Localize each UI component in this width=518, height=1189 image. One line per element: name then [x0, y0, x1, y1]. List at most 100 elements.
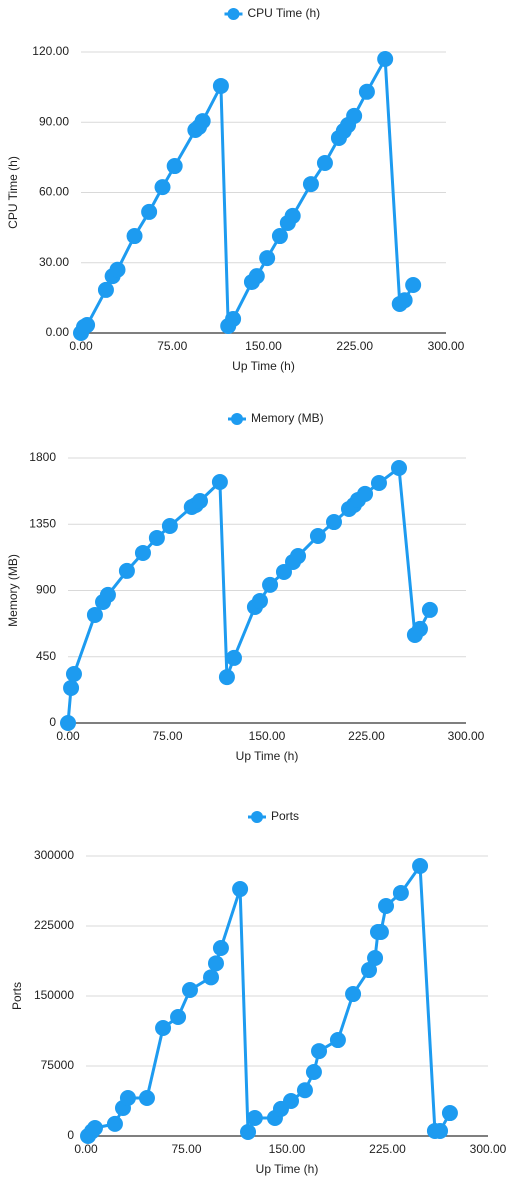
data-point: [240, 1123, 257, 1140]
data-point: [411, 620, 428, 637]
data-point: [106, 1115, 123, 1132]
data-point: [284, 207, 301, 224]
data-point: [345, 986, 362, 1003]
data-point: [141, 203, 158, 220]
data-point: [311, 1043, 328, 1060]
y-tick-label: 450: [36, 649, 56, 663]
data-point: [192, 492, 209, 509]
x-tick-label: 75.00: [171, 1142, 201, 1156]
y-tick-label: 0: [49, 715, 56, 729]
y-tick-label: 1350: [29, 516, 56, 530]
data-point: [357, 485, 374, 502]
y-tick-label: 150000: [34, 988, 74, 1002]
x-tick-label: 300.00: [448, 729, 485, 743]
data-point: [181, 982, 198, 999]
y-tick-label: 300000: [34, 848, 74, 862]
legend-marker: [231, 413, 243, 425]
x-tick-label: 300.00: [428, 339, 465, 353]
data-point: [346, 107, 363, 124]
data-point: [155, 1020, 172, 1037]
x-tick-label: 150.00: [269, 1142, 306, 1156]
data-point: [251, 592, 268, 609]
y-axis-title: Memory (MB): [6, 554, 20, 627]
legend-marker: [227, 8, 240, 20]
data-point: [170, 1009, 187, 1025]
data-point: [296, 1082, 313, 1099]
data-point: [211, 473, 228, 490]
data-point: [432, 1122, 449, 1139]
data-point: [378, 898, 395, 915]
series-line: [66, 466, 432, 724]
data-point: [421, 601, 438, 618]
data-point: [154, 179, 171, 196]
data-point: [119, 1090, 136, 1107]
data-point: [60, 715, 76, 731]
x-axis-title: Up Time (h): [236, 749, 299, 763]
data-point: [262, 576, 279, 593]
data-point: [118, 562, 135, 579]
data-point: [97, 281, 114, 298]
x-tick-label: 225.00: [369, 1142, 406, 1156]
y-tick-label: 225000: [34, 918, 74, 932]
x-tick-label: 75.00: [157, 339, 187, 353]
data-point: [86, 1119, 103, 1136]
data-point: [361, 962, 378, 979]
data-point: [212, 940, 229, 957]
data-point: [290, 548, 307, 565]
data-point: [309, 528, 326, 545]
data-point: [212, 77, 229, 94]
data-point: [166, 158, 183, 175]
data-point: [225, 310, 242, 327]
data-point: [161, 518, 178, 535]
data-point: [225, 649, 242, 666]
y-tick-label: 120.00: [32, 44, 69, 58]
x-tick-label: 0.00: [69, 339, 93, 353]
data-point: [367, 950, 384, 967]
data-point: [65, 665, 82, 682]
data-point: [109, 261, 126, 278]
data-point: [372, 923, 389, 940]
x-tick-label: 75.00: [152, 729, 182, 743]
data-point: [86, 606, 103, 623]
y-axis-title: CPU Time (h): [6, 156, 20, 229]
data-point: [248, 268, 265, 285]
series-line: [79, 57, 415, 334]
data-point: [99, 586, 116, 603]
y-tick-label: 90.00: [39, 114, 69, 128]
y-tick-label: 30.00: [39, 255, 69, 269]
y-tick-label: 0.00: [46, 325, 70, 339]
y-tick-label: 75000: [41, 1058, 75, 1072]
data-point: [412, 857, 429, 874]
y-axis-title: Ports: [10, 982, 24, 1010]
data-point: [302, 176, 319, 193]
x-tick-label: 150.00: [249, 729, 286, 743]
data-point: [405, 276, 422, 293]
data-point: [283, 1093, 300, 1109]
data-point: [305, 1063, 322, 1080]
data-point: [63, 679, 80, 696]
data-point: [138, 1090, 155, 1107]
legend-marker: [251, 811, 263, 823]
data-point: [232, 881, 249, 898]
legend-label: Memory (MB): [251, 411, 324, 425]
data-point: [391, 460, 408, 477]
data-point: [194, 113, 211, 130]
data-point: [148, 529, 165, 546]
x-tick-label: 150.00: [245, 339, 282, 353]
data-point: [271, 228, 288, 245]
data-point: [370, 475, 387, 492]
y-tick-label: 60.00: [39, 185, 69, 199]
data-point: [203, 969, 220, 986]
x-tick-label: 225.00: [348, 729, 385, 743]
x-tick-label: 0.00: [56, 729, 80, 743]
legend-label: CPU Time (h): [248, 6, 321, 20]
x-tick-label: 225.00: [336, 339, 373, 353]
data-point: [377, 51, 394, 68]
data-point: [134, 544, 151, 561]
data-point: [441, 1105, 458, 1122]
legend-label: Ports: [271, 809, 299, 823]
data-point: [329, 1032, 346, 1049]
data-point: [218, 669, 235, 686]
